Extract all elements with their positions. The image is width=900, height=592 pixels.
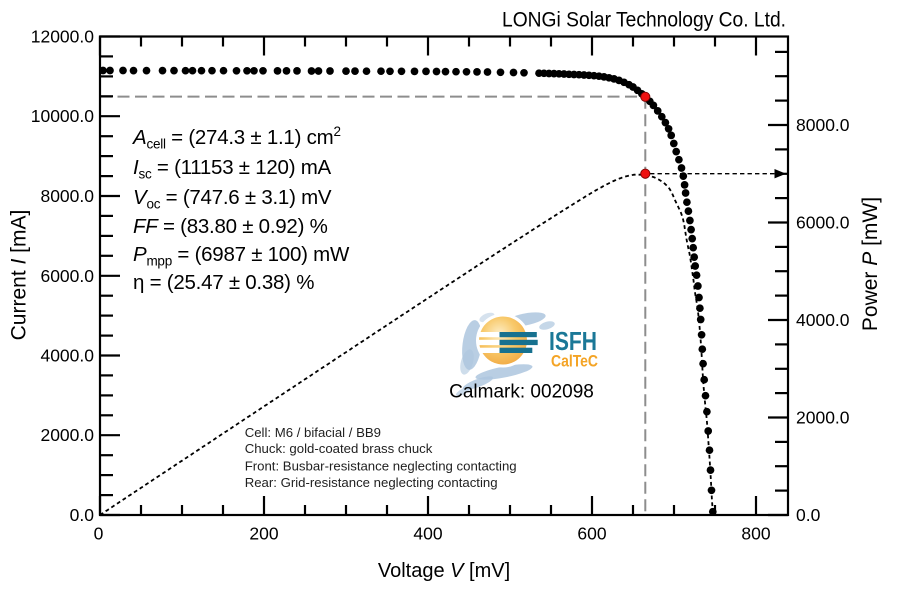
svg-text:Front: Busbar-resistance negle: Front: Busbar-resistance neglecting cont…	[245, 458, 517, 473]
svg-text:ISFH: ISFH	[549, 326, 597, 356]
svg-text:CalTeC: CalTeC	[551, 353, 598, 371]
svg-text:Chuck: gold-coated brass chuck: Chuck: gold-coated brass chuck	[245, 441, 433, 456]
svg-text:Voltage V [mV]: Voltage V [mV]	[378, 560, 510, 582]
svg-text:4000.0: 4000.0	[796, 310, 850, 330]
svg-text:Isc = (11153 ± 120) mA: Isc = (11153 ± 120) mA	[133, 156, 332, 182]
svg-text:Current I [mA]: Current I [mA]	[8, 210, 31, 341]
svg-text:Pmpp = (6987 ± 100) mW: Pmpp = (6987 ± 100) mW	[133, 243, 350, 269]
svg-text:10000.0: 10000.0	[31, 106, 95, 126]
svg-text:Rear: Grid-resistance neglecti: Rear: Grid-resistance neglecting contact…	[245, 475, 498, 490]
svg-text:FF = (83.80 ± 0.92) %: FF = (83.80 ± 0.92) %	[133, 215, 328, 238]
svg-text:6000.0: 6000.0	[40, 266, 94, 286]
svg-text:η = (25.47 ± 0.38) %: η = (25.47 ± 0.38) %	[133, 271, 314, 294]
svg-text:Power P [mW]: Power P [mW]	[859, 197, 882, 331]
svg-text:4000.0: 4000.0	[40, 346, 94, 366]
svg-text:0.0: 0.0	[70, 505, 95, 525]
svg-text:8000.0: 8000.0	[40, 186, 94, 206]
svg-text:2000.0: 2000.0	[40, 425, 94, 445]
svg-text:0.0: 0.0	[796, 505, 821, 525]
svg-text:0: 0	[94, 524, 104, 544]
svg-text:LONGi Solar Technology Co. Ltd: LONGi Solar Technology Co. Ltd.	[502, 9, 786, 32]
svg-text:8000.0: 8000.0	[796, 115, 850, 135]
svg-text:2000.0: 2000.0	[796, 408, 850, 428]
svg-text:12000.0: 12000.0	[31, 27, 95, 47]
svg-text:Calmark: 002098: Calmark: 002098	[449, 381, 594, 402]
svg-text:400: 400	[413, 524, 442, 544]
svg-text:Acell = (274.3 ± 1.1) cm2: Acell = (274.3 ± 1.1) cm2	[131, 124, 341, 152]
svg-text:600: 600	[577, 524, 606, 544]
svg-text:6000.0: 6000.0	[796, 213, 850, 233]
svg-text:200: 200	[249, 524, 278, 544]
svg-text:Cell: M6 / bifacial / BB9: Cell: M6 / bifacial / BB9	[245, 425, 381, 440]
svg-text:800: 800	[741, 524, 770, 544]
svg-text:Voc = (747.6 ± 3.1) mV: Voc = (747.6 ± 3.1) mV	[133, 186, 332, 212]
